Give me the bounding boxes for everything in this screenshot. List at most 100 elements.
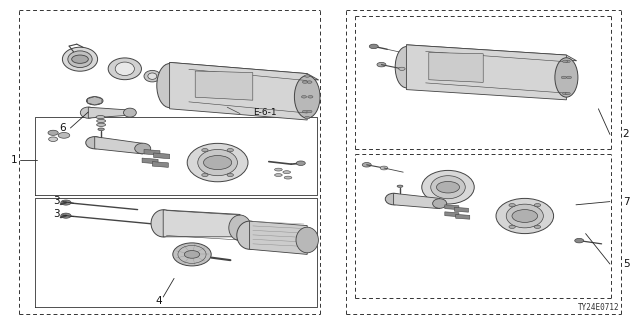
Circle shape	[227, 173, 234, 177]
Circle shape	[308, 95, 313, 98]
Circle shape	[509, 204, 515, 207]
Polygon shape	[429, 52, 483, 82]
Ellipse shape	[144, 70, 161, 82]
Ellipse shape	[294, 76, 320, 118]
Text: 5: 5	[623, 259, 629, 269]
Ellipse shape	[555, 58, 578, 97]
Polygon shape	[163, 210, 240, 237]
Text: 6: 6	[60, 123, 66, 133]
Circle shape	[302, 81, 307, 84]
Ellipse shape	[397, 185, 403, 188]
Polygon shape	[195, 71, 253, 100]
Text: 3: 3	[53, 209, 60, 220]
Ellipse shape	[433, 199, 447, 208]
Circle shape	[302, 110, 307, 113]
Ellipse shape	[97, 123, 106, 126]
Ellipse shape	[98, 128, 104, 131]
Circle shape	[184, 251, 200, 258]
Ellipse shape	[115, 62, 134, 76]
Circle shape	[61, 213, 71, 218]
Polygon shape	[88, 97, 102, 105]
Circle shape	[565, 60, 570, 63]
Circle shape	[509, 225, 515, 228]
Circle shape	[58, 132, 70, 138]
Text: 1: 1	[11, 155, 17, 165]
Ellipse shape	[63, 47, 97, 71]
Text: 2: 2	[623, 129, 629, 140]
Circle shape	[512, 210, 538, 222]
Circle shape	[202, 173, 208, 177]
Polygon shape	[144, 149, 160, 155]
Ellipse shape	[68, 51, 92, 68]
Circle shape	[296, 161, 305, 165]
Polygon shape	[406, 45, 577, 61]
Ellipse shape	[396, 47, 417, 88]
Polygon shape	[445, 212, 459, 217]
Polygon shape	[445, 205, 459, 210]
Circle shape	[561, 76, 566, 79]
Circle shape	[362, 163, 371, 167]
Circle shape	[369, 44, 378, 49]
Ellipse shape	[97, 119, 106, 123]
Ellipse shape	[198, 149, 237, 176]
Circle shape	[399, 67, 405, 70]
Circle shape	[227, 148, 234, 152]
Ellipse shape	[296, 227, 319, 253]
Ellipse shape	[496, 198, 554, 234]
Circle shape	[72, 55, 88, 63]
Ellipse shape	[284, 176, 292, 179]
Circle shape	[563, 60, 568, 63]
Circle shape	[436, 181, 460, 193]
Text: 3: 3	[53, 196, 60, 206]
Ellipse shape	[506, 204, 543, 228]
Polygon shape	[406, 45, 566, 100]
Circle shape	[380, 166, 388, 170]
Ellipse shape	[237, 221, 262, 249]
Polygon shape	[88, 107, 130, 118]
Ellipse shape	[173, 243, 211, 266]
Ellipse shape	[385, 193, 402, 205]
Ellipse shape	[188, 143, 248, 182]
Circle shape	[377, 62, 386, 67]
Circle shape	[305, 116, 310, 119]
Polygon shape	[250, 221, 307, 254]
Polygon shape	[152, 162, 168, 167]
Circle shape	[49, 137, 58, 141]
Circle shape	[575, 238, 584, 243]
Ellipse shape	[157, 64, 182, 108]
Text: 7: 7	[623, 196, 629, 207]
Circle shape	[534, 204, 541, 207]
Ellipse shape	[148, 73, 157, 79]
Circle shape	[202, 148, 208, 152]
Text: E-6-1: E-6-1	[253, 108, 276, 117]
Ellipse shape	[134, 143, 150, 154]
Circle shape	[204, 156, 232, 170]
Ellipse shape	[108, 58, 141, 80]
Circle shape	[307, 81, 312, 84]
Ellipse shape	[229, 215, 252, 241]
Ellipse shape	[283, 171, 291, 173]
Polygon shape	[456, 214, 470, 219]
Circle shape	[563, 92, 568, 95]
Ellipse shape	[86, 137, 104, 149]
Circle shape	[307, 110, 312, 113]
Ellipse shape	[422, 170, 474, 204]
Ellipse shape	[275, 173, 282, 176]
Polygon shape	[95, 137, 143, 154]
Text: 4: 4	[156, 296, 162, 306]
Polygon shape	[394, 193, 440, 209]
Circle shape	[86, 97, 103, 105]
Ellipse shape	[81, 107, 97, 118]
Circle shape	[301, 95, 307, 98]
Circle shape	[305, 75, 310, 77]
Polygon shape	[142, 158, 158, 164]
Ellipse shape	[124, 108, 136, 117]
Polygon shape	[170, 62, 307, 120]
Circle shape	[48, 130, 58, 135]
Text: TY24E0712: TY24E0712	[578, 303, 620, 312]
Circle shape	[566, 76, 572, 79]
Ellipse shape	[96, 116, 105, 119]
Ellipse shape	[431, 176, 465, 199]
Circle shape	[565, 92, 570, 95]
Ellipse shape	[151, 210, 175, 237]
